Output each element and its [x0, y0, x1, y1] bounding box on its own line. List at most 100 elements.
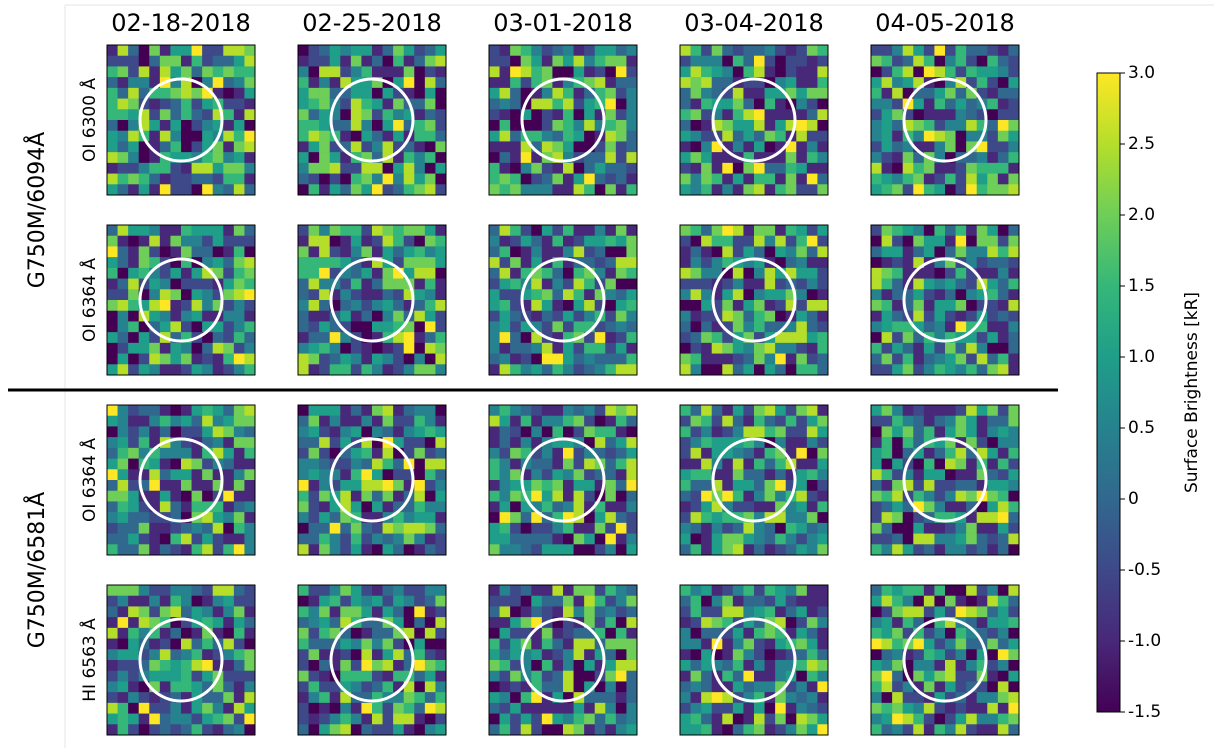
texture-cell: [806, 332, 818, 344]
texture-cell: [923, 638, 935, 650]
texture-cell: [393, 120, 405, 132]
texture-cell: [785, 173, 797, 185]
texture-cell: [871, 606, 882, 618]
texture-cell: [414, 692, 426, 704]
texture-cell: [881, 426, 893, 438]
texture-cell: [350, 533, 362, 545]
texture-cell: [149, 617, 161, 629]
texture-cell: [754, 617, 765, 629]
texture-cell: [520, 152, 532, 164]
texture-cell: [764, 405, 776, 417]
texture-cell: [1008, 66, 1020, 78]
texture-cell: [149, 364, 161, 376]
texture-cell: [871, 257, 882, 269]
texture-cell: [223, 310, 235, 322]
texture-cell: [117, 522, 129, 534]
texture-cell: [350, 490, 362, 502]
texture-cell: [913, 426, 925, 438]
texture-cell: [393, 522, 405, 534]
texture-cell: [1008, 225, 1020, 237]
texture-cell: [796, 267, 808, 279]
texture-cell: [701, 702, 713, 714]
texture-cell: [871, 364, 882, 376]
texture-cell: [680, 660, 691, 672]
texture-cell: [743, 713, 755, 725]
texture-cell: [149, 638, 161, 650]
texture-cell: [754, 246, 765, 258]
texture-cell: [626, 45, 638, 57]
texture-cell: [541, 660, 553, 672]
texture-cell: [871, 321, 882, 333]
panel-frame: [488, 44, 638, 196]
texture-cell: [626, 480, 638, 492]
texture-cell: [785, 533, 797, 545]
texture-cell: [806, 681, 818, 693]
texture-cell: [1008, 321, 1020, 333]
texture-cell: [871, 109, 882, 121]
panel-frame: [870, 584, 1020, 736]
texture-cell: [806, 512, 818, 524]
texture-cell: [107, 120, 118, 132]
texture-cell: [531, 480, 543, 492]
texture-cell: [584, 141, 596, 153]
texture-cell: [573, 458, 585, 470]
texture-cell: [732, 544, 744, 556]
texture-cell: [244, 660, 256, 672]
texture-cell: [138, 332, 150, 344]
texture-cell: [976, 660, 988, 672]
texture-cell: [680, 87, 691, 99]
texture-cell: [913, 87, 925, 99]
texture-cell: [233, 342, 245, 354]
texture-cell: [871, 447, 882, 459]
texture-cell: [329, 321, 341, 333]
texture-cell: [149, 130, 161, 142]
texture-cell: [149, 225, 161, 237]
texture-cell: [923, 480, 935, 492]
texture-cell: [605, 670, 617, 682]
texture-cell: [489, 77, 500, 89]
texture-cell: [902, 617, 914, 629]
texture-cell: [435, 692, 447, 704]
texture-cell: [382, 120, 394, 132]
texture-cell: [615, 617, 627, 629]
texture-cell: [340, 437, 352, 449]
texture-cell: [764, 300, 776, 312]
texture-cell: [329, 649, 341, 661]
texture-cell: [499, 606, 511, 618]
texture-cell: [934, 130, 946, 142]
texture-cell: [573, 98, 585, 110]
texture-cell: [934, 501, 946, 513]
texture-cell: [594, 512, 606, 524]
texture-cell: [605, 364, 617, 376]
texture-cell: [393, 649, 405, 661]
texture-cell: [212, 447, 224, 459]
texture-cell: [902, 257, 914, 269]
texture-cell: [159, 415, 171, 427]
texture-cell: [361, 724, 373, 736]
texture-cell: [775, 364, 787, 376]
texture-cell: [489, 649, 500, 661]
texture-cell: [923, 310, 935, 322]
texture-cell: [584, 152, 596, 164]
texture-cell: [754, 300, 765, 312]
texture-cell: [997, 458, 1009, 470]
texture-cell: [881, 173, 893, 185]
texture-cell: [372, 595, 383, 607]
texture-cell: [680, 120, 691, 132]
texture-cell: [541, 235, 553, 247]
texture-cell: [680, 300, 691, 312]
texture-cell: [340, 130, 352, 142]
texture-cell: [563, 533, 574, 545]
texture-cell: [202, 257, 214, 269]
texture-cell: [319, 617, 331, 629]
texture-cell: [552, 300, 564, 312]
texture-cell: [202, 300, 214, 312]
texture-cell: [117, 267, 129, 279]
texture-cell: [329, 533, 341, 545]
texture-cell: [573, 162, 585, 174]
texture-cell: [414, 415, 426, 427]
texture-cell: [298, 660, 309, 672]
texture-cell: [329, 702, 341, 714]
texture-cell: [298, 405, 309, 417]
texture-cell: [806, 353, 818, 365]
